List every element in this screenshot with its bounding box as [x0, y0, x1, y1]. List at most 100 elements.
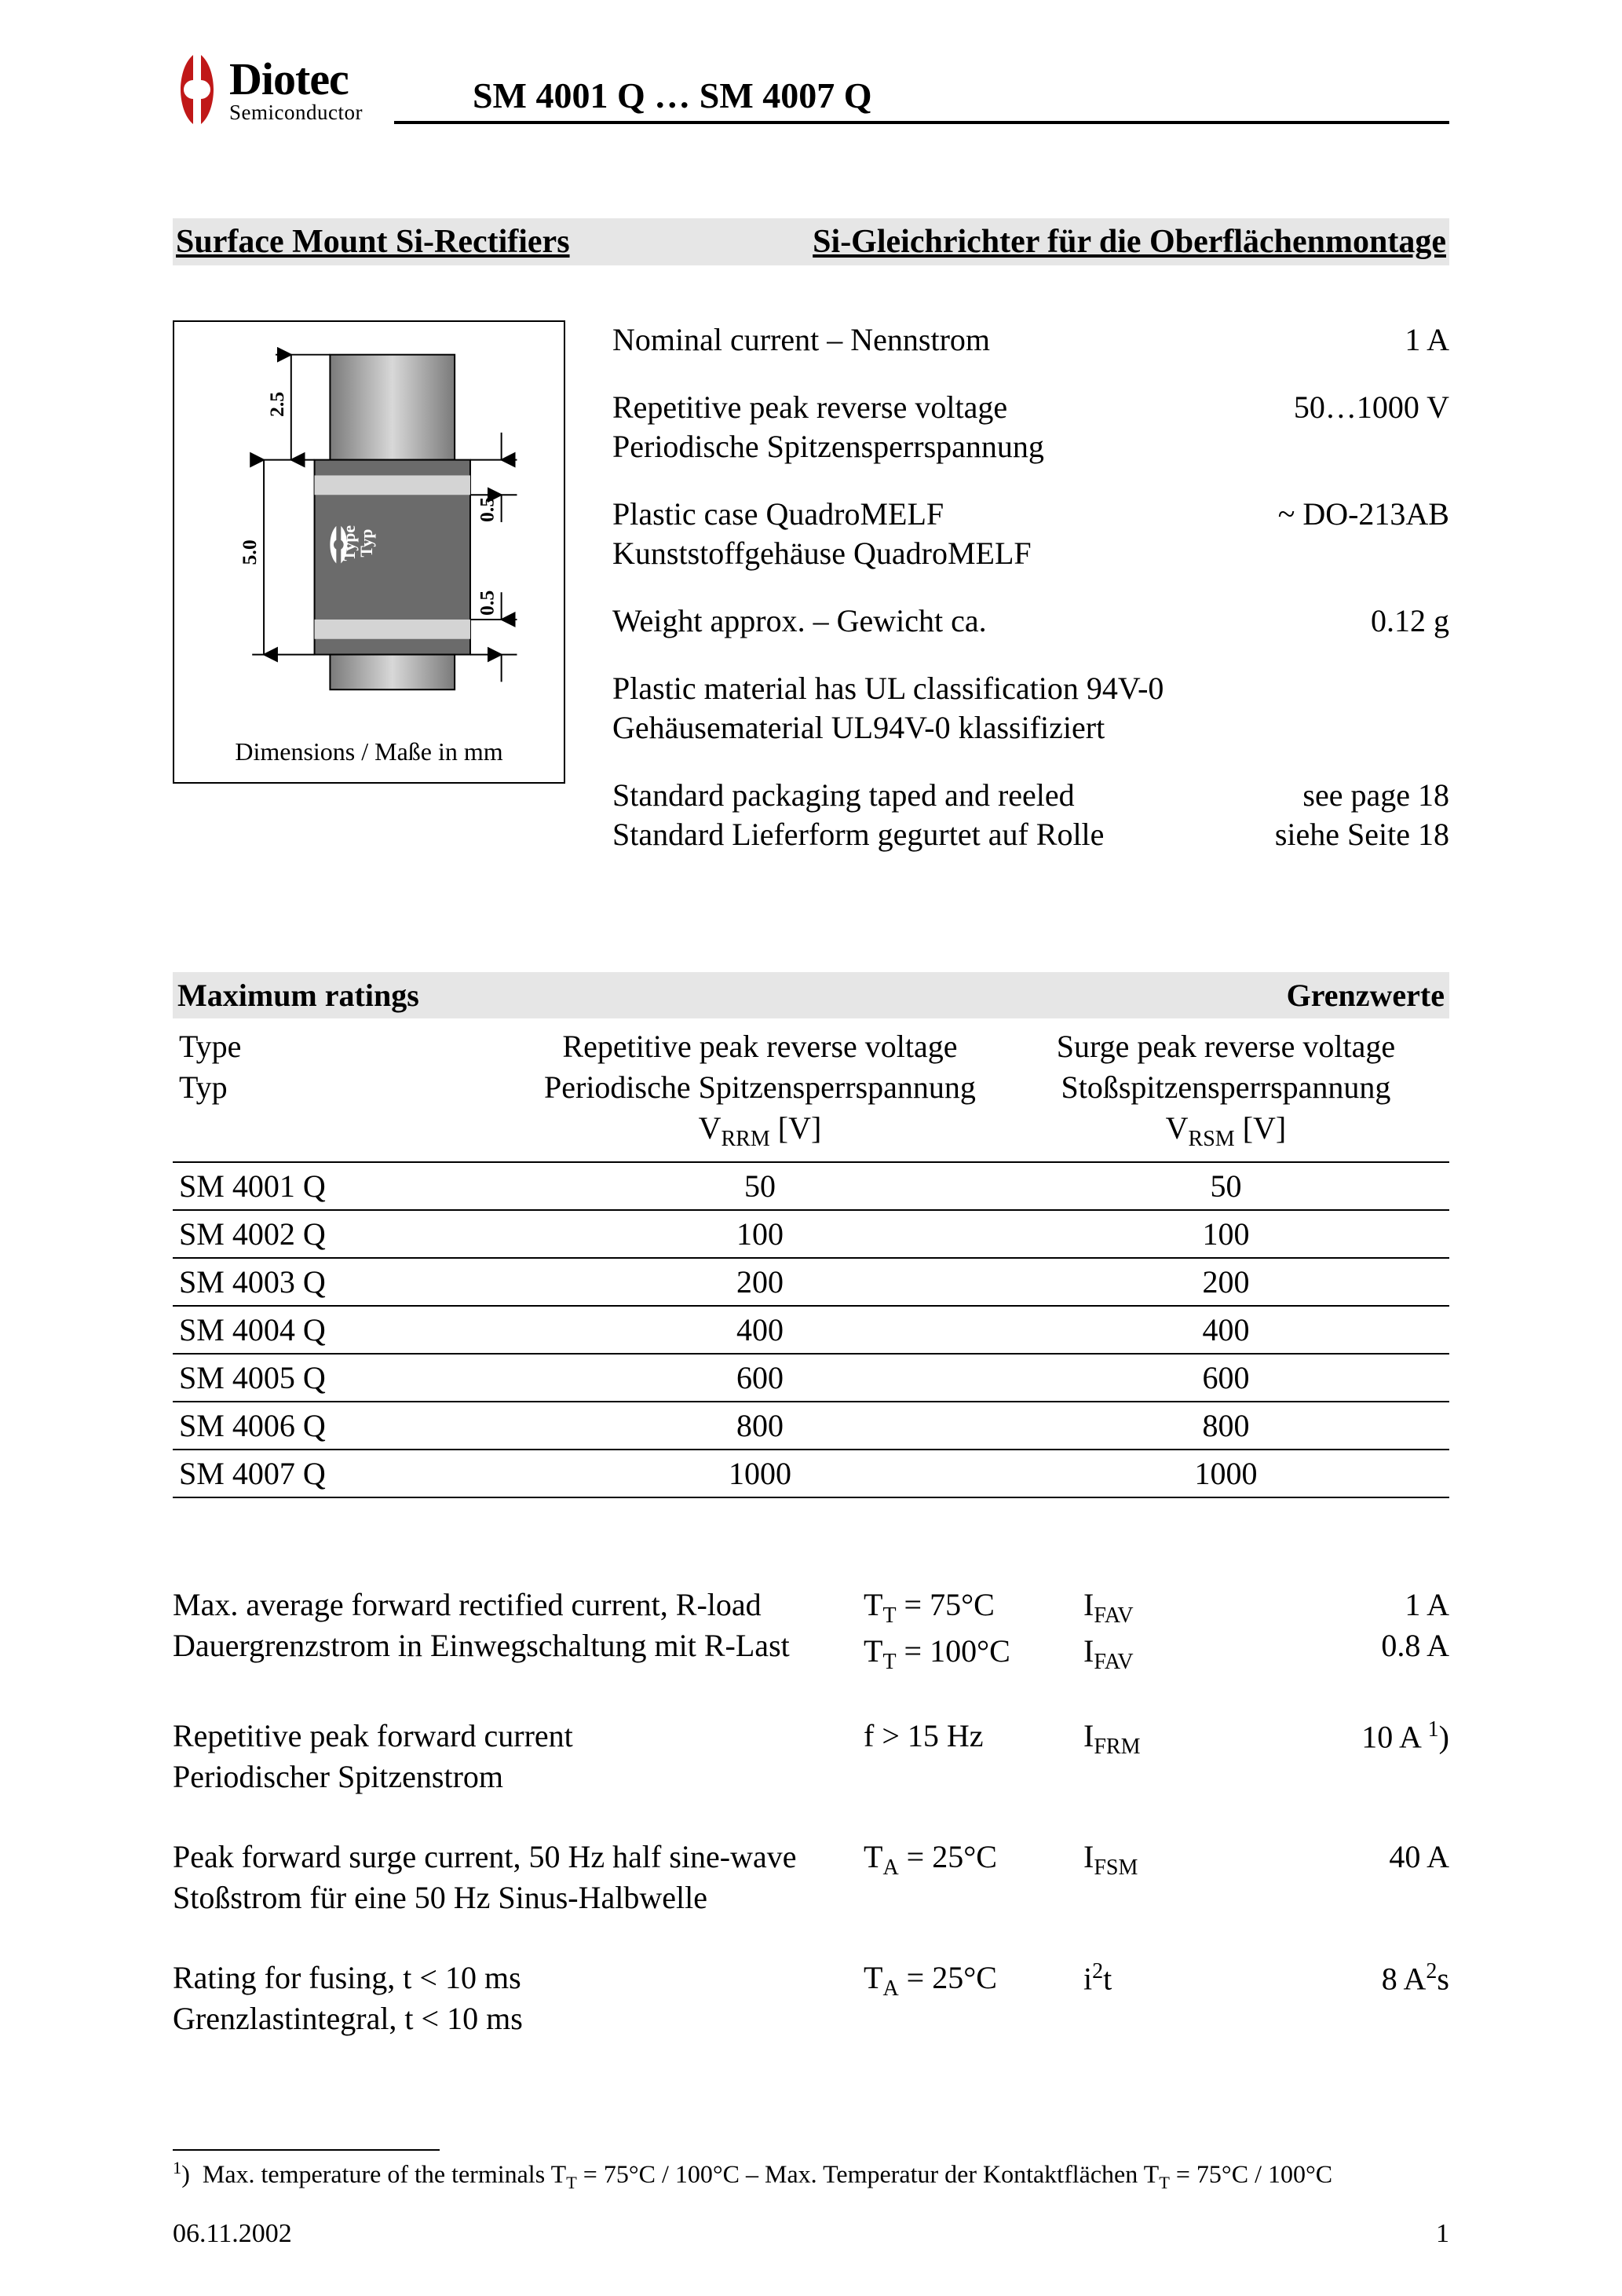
svg-text:0.5: 0.5 — [476, 590, 499, 616]
spec-label: Plastic material has UL classification 9… — [612, 669, 1164, 748]
spec-row: Weight approx. – Gewicht ca. 0.12 g — [612, 601, 1449, 641]
diagram-caption: Dimensions / Maße in mm — [174, 737, 564, 766]
table-row: SM 4004 Q400400 — [173, 1306, 1449, 1354]
footer-date: 06.11.2002 — [173, 2219, 292, 2249]
svg-text:5.0: 5.0 — [238, 539, 261, 565]
col-vrsm-l2: Stoßspitzensperrspannung — [1009, 1067, 1443, 1108]
param-row: Rating for fusing, t < 10 msGrenzlastint… — [173, 1958, 1449, 2039]
table-row: SM 4002 Q100100 — [173, 1210, 1449, 1258]
param-symbol: IFAVIFAV — [1083, 1585, 1217, 1676]
spec-row: Standard packaging taped and reeledStand… — [612, 776, 1449, 854]
section-heading-left: Surface Mount Si-Rectifiers — [176, 223, 570, 261]
col-type-l1: Type — [179, 1026, 511, 1067]
param-value: 40 A — [1225, 1837, 1449, 1877]
cell-type: SM 4001 Q — [173, 1162, 517, 1210]
cell-vrrm: 600 — [517, 1354, 1003, 1402]
table-row: SM 4003 Q200200 — [173, 1258, 1449, 1306]
overview-block: Type Typ 5.0 2.5 0.5 0.5 Dimensions / Ma… — [173, 320, 1449, 854]
cell-vrsm: 200 — [1003, 1258, 1449, 1306]
table-row: SM 4001 Q5050 — [173, 1162, 1449, 1210]
cell-type: SM 4005 Q — [173, 1354, 517, 1402]
spec-label: Nominal current – Nennstrom — [612, 320, 990, 360]
param-condition: TT = 75°CTT = 100°C — [864, 1585, 1076, 1676]
spec-row: Plastic material has UL classification 9… — [612, 669, 1449, 748]
cell-vrsm: 600 — [1003, 1354, 1449, 1402]
section-heading: Surface Mount Si-Rectifiers Si-Gleichric… — [173, 218, 1449, 265]
param-symbol: IFSM — [1083, 1837, 1217, 1882]
spec-label: Plastic case QuadroMELFKunststoffgehäuse… — [612, 495, 1032, 573]
cell-vrsm: 100 — [1003, 1210, 1449, 1258]
param-condition: f > 15 Hz — [864, 1716, 1076, 1757]
param-symbol: i2t — [1083, 1958, 1217, 1999]
spec-label: Repetitive peak reverse voltagePeriodisc… — [612, 388, 1044, 466]
page-header: Diotec Semiconductor SM 4001 Q … SM 4007… — [173, 55, 1449, 124]
logo: Diotec Semiconductor — [173, 55, 363, 124]
cell-type: SM 4002 Q — [173, 1210, 517, 1258]
cell-vrrm: 200 — [517, 1258, 1003, 1306]
param-condition: TA = 25°C — [864, 1958, 1076, 2003]
package-diagram: Type Typ 5.0 2.5 0.5 0.5 Dimensions / Ma… — [173, 320, 565, 784]
param-label: Peak forward surge current, 50 Hz half s… — [173, 1837, 856, 1918]
spec-label: Weight approx. – Gewicht ca. — [612, 601, 987, 641]
cell-vrsm: 1000 — [1003, 1450, 1449, 1497]
logo-icon — [173, 55, 221, 124]
spec-value: ~ DO-213AB — [1278, 495, 1449, 534]
spec-label: Standard packaging taped and reeledStand… — [612, 776, 1104, 854]
cell-vrrm: 1000 — [517, 1450, 1003, 1497]
cell-vrrm: 800 — [517, 1402, 1003, 1450]
cell-vrrm: 400 — [517, 1306, 1003, 1354]
ratings-heading: Maximum ratings Grenzwerte — [173, 972, 1449, 1018]
param-label: Repetitive peak forward currentPeriodisc… — [173, 1716, 856, 1797]
param-value: 10 A 1) — [1225, 1716, 1449, 1757]
cell-type: SM 4007 Q — [173, 1450, 517, 1497]
col-vrrm-l2: Periodische Spitzensperrspannung — [524, 1067, 996, 1108]
section-heading-right: Si-Gleichrichter für die Oberflächenmont… — [813, 223, 1446, 261]
cell-vrsm: 400 — [1003, 1306, 1449, 1354]
col-type-l2: Typ — [179, 1067, 511, 1108]
param-row: Max. average forward rectified current, … — [173, 1585, 1449, 1676]
ratings-heading-left: Maximum ratings — [177, 977, 419, 1014]
spec-value: 0.12 g — [1371, 601, 1449, 641]
cell-vrsm: 50 — [1003, 1162, 1449, 1210]
logo-title: Diotec — [229, 57, 363, 102]
param-row: Peak forward surge current, 50 Hz half s… — [173, 1837, 1449, 1918]
col-vrsm-l1: Surge peak reverse voltage — [1009, 1026, 1443, 1067]
param-value: 1 A0.8 A — [1225, 1585, 1449, 1666]
table-row: SM 4006 Q800800 — [173, 1402, 1449, 1450]
param-row: Repetitive peak forward currentPeriodisc… — [173, 1716, 1449, 1797]
spec-row: Repetitive peak reverse voltagePeriodisc… — [612, 388, 1449, 466]
table-row: SM 4005 Q600600 — [173, 1354, 1449, 1402]
cell-type: SM 4004 Q — [173, 1306, 517, 1354]
table-row: SM 4007 Q10001000 — [173, 1450, 1449, 1497]
cell-vrsm: 800 — [1003, 1402, 1449, 1450]
svg-text:Typ: Typ — [357, 529, 376, 558]
spec-value: 50…1000 V — [1294, 388, 1449, 427]
cell-type: SM 4006 Q — [173, 1402, 517, 1450]
cell-vrrm: 50 — [517, 1162, 1003, 1210]
spec-value: 1 A — [1405, 320, 1449, 360]
param-condition: TA = 25°C — [864, 1837, 1076, 1882]
cell-type: SM 4003 Q — [173, 1258, 517, 1306]
spec-row: Plastic case QuadroMELFKunststoffgehäuse… — [612, 495, 1449, 573]
logo-subtitle: Semiconductor — [229, 102, 363, 123]
spec-list: Nominal current – Nennstrom 1 A Repetitive… — [612, 320, 1449, 854]
package-drawing-icon: Type Typ 5.0 2.5 0.5 0.5 — [174, 322, 564, 715]
param-symbol: IFRM — [1083, 1716, 1217, 1761]
col-vrrm-l1: Repetitive peak reverse voltage — [524, 1026, 996, 1067]
footnote-separator — [173, 2149, 440, 2151]
col-vrrm-sym: VRRM [V] — [524, 1108, 996, 1153]
ratings-heading-right: Grenzwerte — [1287, 977, 1445, 1014]
svg-text:2.5: 2.5 — [265, 392, 288, 417]
page-footer: 06.11.2002 1 — [173, 2219, 1449, 2249]
footer-page: 1 — [1436, 2219, 1449, 2249]
param-label: Rating for fusing, t < 10 msGrenzlastint… — [173, 1958, 856, 2039]
header-rule: SM 4001 Q … SM 4007 Q — [394, 75, 1449, 124]
svg-text:0.5: 0.5 — [476, 497, 499, 522]
param-value: 8 A2s — [1225, 1958, 1449, 1999]
cell-vrrm: 100 — [517, 1210, 1003, 1258]
col-vrsm-sym: VRSM [V] — [1009, 1108, 1443, 1153]
document-part-range: SM 4001 Q … SM 4007 Q — [473, 75, 872, 115]
footnote: 1) Max. temperature of the terminals TT … — [173, 2155, 1449, 2195]
svg-text:Type: Type — [340, 525, 359, 561]
parameters-list: Max. average forward rectified current, … — [173, 1585, 1449, 2039]
